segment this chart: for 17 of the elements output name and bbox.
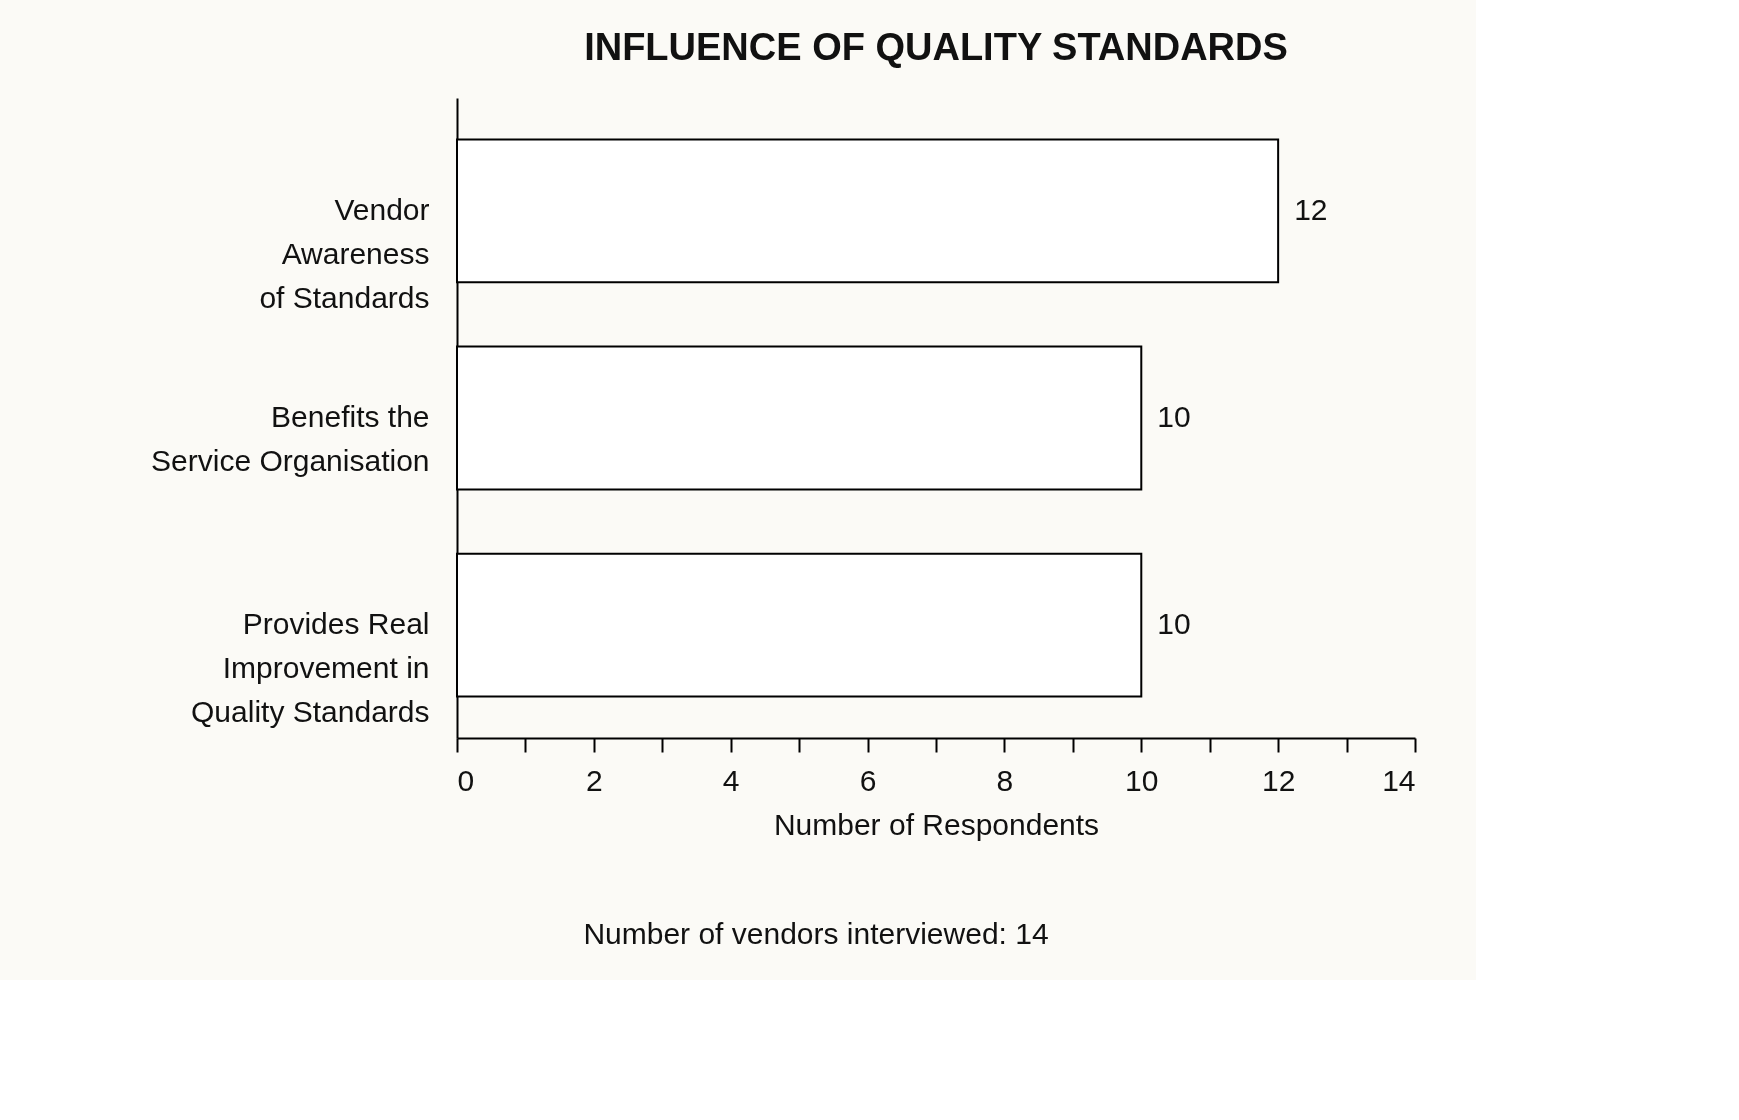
data-label: 12 xyxy=(1294,192,1328,226)
x-tick-label: 10 xyxy=(1125,763,1159,797)
y-tick-label: Vendor Awareness of Standards xyxy=(259,192,430,314)
x-tick-label: 12 xyxy=(1261,763,1296,797)
data-label: 10 xyxy=(1157,400,1191,433)
chart-title: INFLUENCE OF QUALITY STANDARDS xyxy=(584,26,1288,68)
data-label: 10 xyxy=(1157,607,1191,641)
x-tick-label: 6 xyxy=(859,763,877,797)
x-tick-label: 4 xyxy=(722,763,740,797)
x-tick-label: 14 xyxy=(1382,763,1416,797)
x-tick-label: 0 xyxy=(457,763,475,797)
y-tick-label: Provides Real Improvement in Quality Standards xyxy=(191,607,430,729)
x-axis-title: Number of Respondents xyxy=(773,807,1100,841)
y-tick-label: Benefits the Service Organisation xyxy=(151,400,430,477)
text: Number of vendors interviewed: 14 xyxy=(583,917,1049,950)
x-tick-label: 2 xyxy=(586,763,603,797)
x-tick-label: 8 xyxy=(996,763,1014,797)
